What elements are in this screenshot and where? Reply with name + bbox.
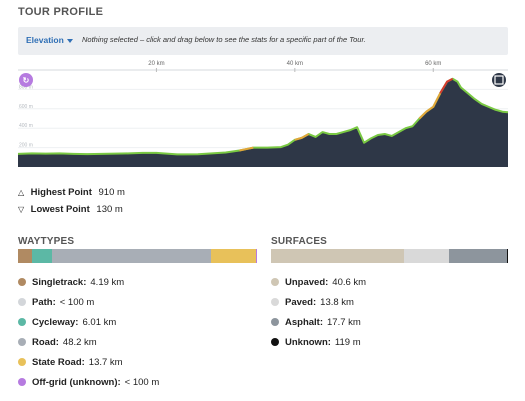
- very-steep-segment: [439, 77, 454, 94]
- y-tick-label: 400 m: [19, 123, 33, 129]
- bar-segment[interactable]: [448, 249, 507, 263]
- legend-dot-icon: [271, 338, 279, 346]
- legend-dot-icon: [271, 278, 279, 286]
- steep-segment: [418, 92, 442, 120]
- surfaces-heading: SURFACES: [271, 236, 328, 247]
- waytypes-bar[interactable]: [18, 249, 256, 263]
- highest-point-stat: △ Highest Point 910 m: [18, 187, 125, 198]
- highest-point-label: Highest Point: [30, 187, 92, 198]
- tour-start-icon: [19, 73, 33, 87]
- legend-value: 48.2 km: [62, 337, 97, 348]
- bar-segment[interactable]: [210, 249, 256, 263]
- elevation-dropdown[interactable]: Elevation: [26, 35, 73, 45]
- selection-hint-text: Nothing selected – click and drag below …: [82, 35, 366, 44]
- lowest-point-stat: ▽ Lowest Point 130 m: [18, 204, 123, 215]
- legend-label: Unpaved:: [285, 277, 329, 288]
- legend-label: Road:: [32, 337, 59, 348]
- legend-dot-icon: [18, 338, 26, 346]
- bar-segment[interactable]: [18, 249, 32, 263]
- legend-value: 40.6 km: [332, 277, 367, 288]
- legend-label: State Road:: [32, 357, 85, 368]
- x-tick-label: 60 km: [425, 61, 441, 67]
- elevation-area: [18, 78, 508, 167]
- surface-legend-item[interactable]: Unknown: 119 m: [271, 337, 361, 348]
- waytypes-heading: WAYTYPES: [18, 236, 75, 247]
- bar-segment[interactable]: [51, 249, 211, 263]
- page-title: TOUR PROFILE: [18, 6, 104, 18]
- bar-segment[interactable]: [403, 249, 449, 263]
- legend-value: < 100 m: [59, 297, 95, 308]
- legend-label: Paved:: [285, 297, 317, 308]
- legend-value: 4.19 km: [90, 277, 125, 288]
- legend-dot-icon: [18, 298, 26, 306]
- legend-value: 17.7 km: [327, 317, 361, 328]
- waytype-legend-item[interactable]: Path: < 100 m: [18, 297, 94, 308]
- steep-segment: [294, 133, 310, 141]
- legend-label: Singletrack:: [32, 277, 87, 288]
- legend-dot-icon: [271, 318, 279, 326]
- waytype-legend-item[interactable]: State Road: 13.7 km: [18, 357, 123, 368]
- tour-finish-glyph: [494, 75, 504, 85]
- legend-label: Unknown:: [285, 337, 331, 348]
- bar-segment[interactable]: [271, 249, 404, 263]
- x-tick-label: 20 km: [148, 61, 164, 67]
- legend-dot-icon: [18, 318, 26, 326]
- surface-legend-item[interactable]: Paved: 13.8 km: [271, 297, 354, 308]
- legend-value: 13.8 km: [320, 297, 354, 308]
- highest-point-value: 910 m: [98, 187, 125, 198]
- legend-dot-icon: [271, 298, 279, 306]
- waytype-legend-item[interactable]: Singletrack: 4.19 km: [18, 277, 124, 288]
- waytype-legend-item[interactable]: Cycleway: 6.01 km: [18, 317, 116, 328]
- waytype-legend-item[interactable]: Road: 48.2 km: [18, 337, 97, 348]
- chevron-down-icon: [66, 38, 73, 43]
- y-tick-label: 800 m: [19, 84, 33, 90]
- surface-legend-item[interactable]: Asphalt: 17.7 km: [271, 317, 361, 328]
- tour-start-glyph: ↻: [23, 76, 30, 85]
- surfaces-bar[interactable]: [271, 249, 507, 263]
- lowest-point-label: Lowest Point: [30, 204, 90, 215]
- steep-segment: [239, 146, 254, 152]
- legend-dot-icon: [18, 378, 26, 386]
- legend-label: Off-grid (unknown):: [32, 377, 121, 388]
- triangle-up-icon: △: [18, 188, 25, 197]
- elevation-dropdown-label: Elevation: [26, 35, 64, 45]
- legend-label: Path:: [32, 297, 56, 308]
- legend-dot-icon: [18, 278, 26, 286]
- legend-value: 13.7 km: [88, 357, 123, 368]
- triangle-down-icon: ▽: [18, 205, 25, 214]
- x-tick-label: 40 km: [287, 61, 303, 67]
- legend-value: < 100 m: [124, 377, 160, 388]
- legend-value: 6.01 km: [82, 317, 117, 328]
- selection-hint-bar: Elevation Nothing selected – click and d…: [18, 27, 508, 55]
- legend-label: Asphalt:: [285, 317, 323, 328]
- legend-label: Cycleway:: [32, 317, 79, 328]
- elevation-chart[interactable]: 800 m 600 m 400 m 200 m 20 km 40 km 60 km ↻: [0, 56, 525, 170]
- tour-finish-icon: [492, 73, 506, 87]
- y-tick-label: 200 m: [19, 143, 33, 149]
- surface-legend-item[interactable]: Unpaved: 40.6 km: [271, 277, 366, 288]
- waytype-legend-item[interactable]: Off-grid (unknown): < 100 m: [18, 377, 159, 388]
- bar-segment[interactable]: [31, 249, 52, 263]
- legend-value: 119 m: [334, 337, 361, 348]
- lowest-point-value: 130 m: [96, 204, 123, 215]
- legend-dot-icon: [18, 358, 26, 366]
- y-tick-label: 600 m: [19, 104, 33, 110]
